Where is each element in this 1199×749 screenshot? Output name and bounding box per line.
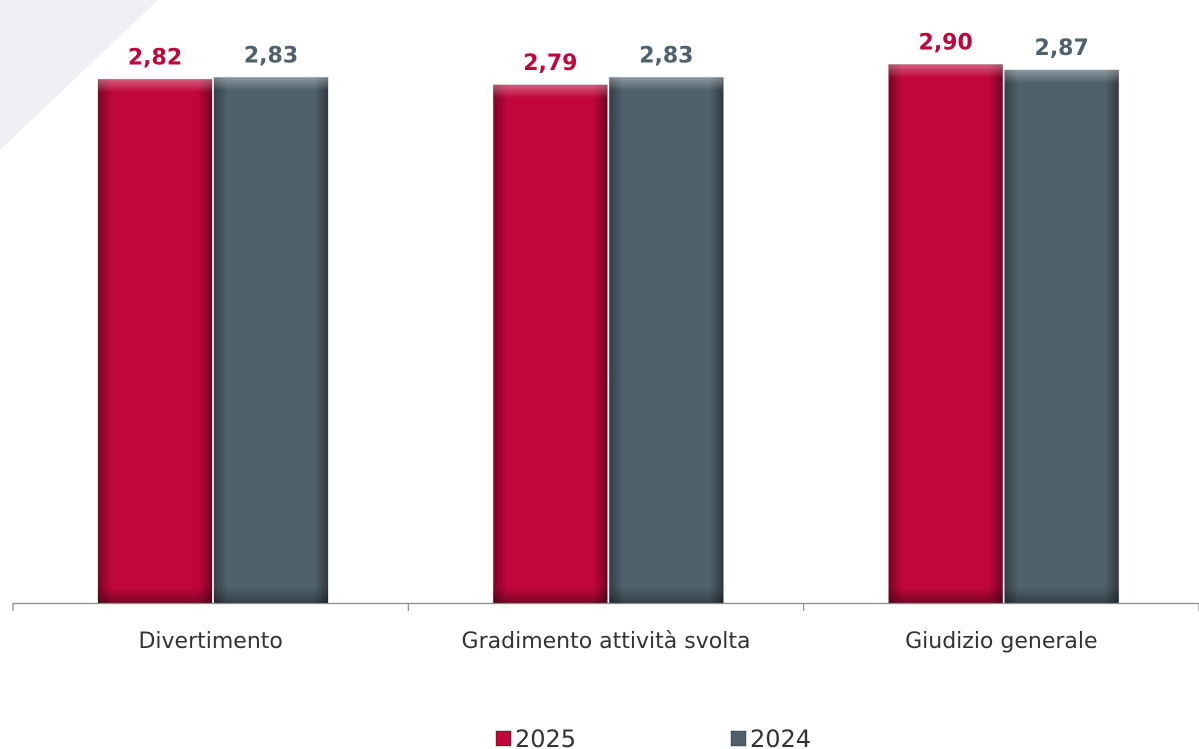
legend-swatch [495,730,512,747]
data-label-2025-0: 2,82 [128,45,182,70]
data-labels-layer: 2,82 2,83 2,79 2,83 2,90 2,87 [128,30,1089,75]
data-label-2024-0: 2,83 [244,43,298,68]
bar-2024-2 [1004,69,1120,604]
bar-2024-1 [608,76,724,604]
legend-label: 2025 [515,725,576,749]
x-axis: Divertimento Gradimento attività svolta Gi… [12,602,1199,654]
category-label-0: Divertimento [138,629,282,654]
corner-decoration [0,0,158,150]
category-label-1: Gradimento attività svolta [462,629,751,654]
legend-swatch [730,730,747,747]
bar-2024-0 [213,76,329,604]
data-label-2025-2: 2,90 [919,30,973,55]
bar-2025-1 [492,84,608,604]
data-label-2025-1: 2,79 [523,51,577,76]
legend: 2025 2024 [495,725,811,749]
category-label-2: Giudizio generale [905,629,1097,654]
bar-2025-0 [97,78,213,604]
legend-item-2024: 2024 [730,725,811,749]
data-label-2024-1: 2,83 [639,43,693,68]
legend-label: 2024 [750,725,811,749]
bar-2025-2 [888,63,1004,604]
data-label-2024-2: 2,87 [1035,36,1089,61]
legend-item-2025: 2025 [495,725,576,749]
bars-layer [97,63,1120,604]
